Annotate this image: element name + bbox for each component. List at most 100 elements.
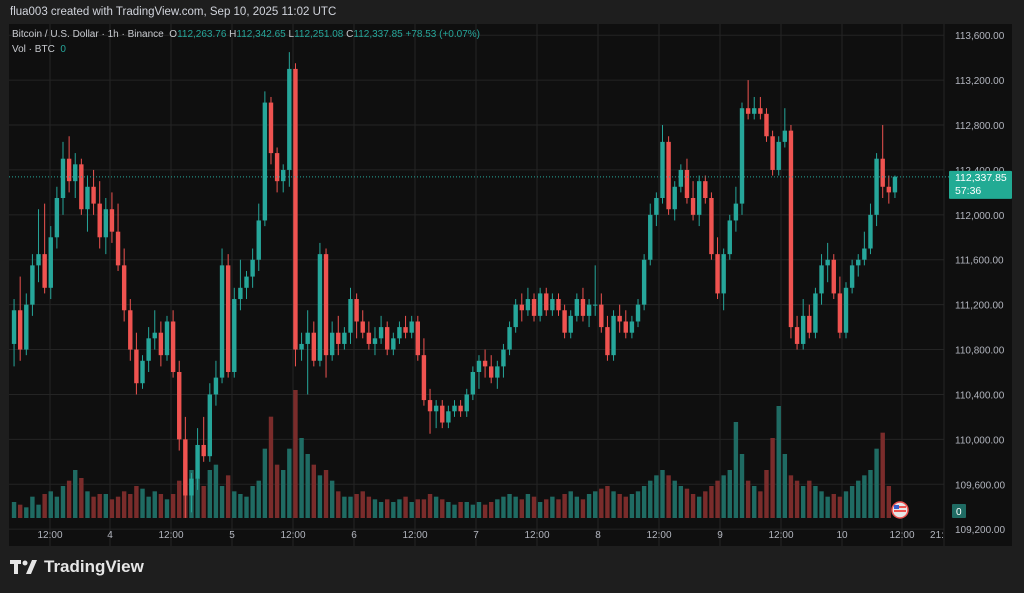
- last-price-tag: 112,337.85 57:36: [949, 170, 1012, 199]
- volume-bar: [684, 488, 690, 518]
- time-tick-label: 7: [473, 530, 479, 541]
- candle-body: [574, 299, 580, 316]
- candle: [556, 293, 561, 316]
- volume-bar: [348, 496, 353, 518]
- candle: [678, 164, 684, 193]
- candle-body: [843, 287, 849, 333]
- candle: [378, 315, 384, 344]
- time-tick-label: 12:00: [280, 530, 305, 541]
- candle: [764, 108, 769, 142]
- candle: [501, 343, 506, 378]
- volume-bar: [109, 499, 115, 518]
- candle: [397, 321, 402, 344]
- candle-body: [874, 158, 879, 215]
- candle-body: [348, 299, 353, 333]
- price-tick-label: 111,600.00: [955, 256, 1004, 267]
- volume-bar: [421, 499, 427, 518]
- candle: [287, 52, 292, 187]
- volume-bar: [880, 432, 885, 518]
- us-flag-event-icon[interactable]: [891, 501, 909, 519]
- candle: [800, 299, 806, 350]
- candle: [66, 136, 72, 193]
- candle-body: [482, 360, 488, 367]
- candle: [103, 198, 109, 255]
- candle-body: [721, 254, 726, 294]
- candle-body: [678, 169, 684, 187]
- volume-bar: [152, 491, 157, 518]
- candle-body: [360, 321, 365, 333]
- volume-bar: [495, 499, 500, 518]
- time-tick-label: 12:00: [646, 530, 671, 541]
- candle-body: [648, 214, 653, 260]
- volume-bar: [262, 448, 268, 518]
- volume-bar: [244, 496, 249, 518]
- tradingview-logo[interactable]: TradingView: [10, 557, 144, 577]
- volume-bar: [862, 475, 867, 518]
- candle: [519, 293, 524, 322]
- candle-body: [91, 186, 96, 204]
- candle: [201, 416, 206, 462]
- candle: [531, 293, 537, 322]
- volume-bar: [73, 470, 78, 518]
- candle: [886, 175, 892, 204]
- candle-body: [274, 153, 280, 182]
- candle: [666, 136, 671, 215]
- volume-bar: [366, 496, 372, 518]
- candle: [329, 321, 335, 361]
- volume-bar: [354, 494, 359, 518]
- candle-body: [403, 327, 408, 333]
- price-scale: 113,600.00113,200.00112,800.00112,400.00…: [955, 31, 1005, 536]
- candle-body: [225, 265, 231, 372]
- volume-bar: [36, 504, 41, 518]
- volume-bar: [134, 486, 139, 518]
- chart-plot-area[interactable]: 113,600.00113,200.00112,800.00112,400.00…: [9, 24, 1012, 546]
- candle-body: [97, 203, 102, 238]
- price-chart[interactable]: 113,600.00113,200.00112,800.00112,400.00…: [9, 24, 1012, 546]
- candle: [360, 310, 365, 339]
- volume-bar: [177, 480, 182, 518]
- high-value: 112,342.65: [236, 29, 286, 40]
- candle: [121, 248, 127, 322]
- volume-bar: [666, 475, 671, 518]
- volume-bar: [849, 486, 855, 518]
- candle: [189, 473, 194, 513]
- candle-body: [115, 231, 121, 266]
- candle-body: [568, 315, 573, 333]
- chart-credit: flua003 created with TradingView.com, Se…: [10, 6, 337, 18]
- volume-bar: [299, 438, 304, 518]
- candle-body: [635, 304, 641, 322]
- candle: [458, 400, 463, 417]
- volume-bar: [635, 491, 641, 518]
- volume-bar: [715, 480, 720, 518]
- volume-bar: [97, 494, 102, 518]
- candle-body: [537, 293, 543, 316]
- volume-bar: [452, 504, 457, 518]
- volume-bar: [207, 470, 213, 518]
- candle-body: [183, 439, 188, 496]
- candle: [862, 231, 867, 266]
- candle-body: [452, 405, 457, 412]
- candle-body: [30, 265, 35, 305]
- candle: [648, 203, 653, 266]
- candle: [739, 102, 745, 215]
- volume-bar: [623, 496, 628, 518]
- candle-body: [397, 327, 402, 339]
- volume-bar: [605, 486, 610, 518]
- candle-body: [513, 304, 518, 328]
- candle: [42, 203, 47, 294]
- candle: [232, 287, 237, 378]
- volume-bar: [317, 475, 323, 518]
- candle-body: [611, 315, 616, 356]
- candle-body: [703, 181, 708, 198]
- candle-body: [60, 158, 66, 198]
- candle: [562, 304, 567, 339]
- volume-bar: [599, 488, 604, 518]
- candle: [366, 321, 372, 350]
- open-value: 112,263.76: [177, 29, 227, 40]
- candle: [482, 349, 488, 378]
- candle: [745, 80, 751, 120]
- candle-body: [837, 293, 843, 333]
- candle-body: [195, 444, 200, 479]
- close-label: C: [346, 29, 354, 40]
- candle-body: [458, 405, 463, 412]
